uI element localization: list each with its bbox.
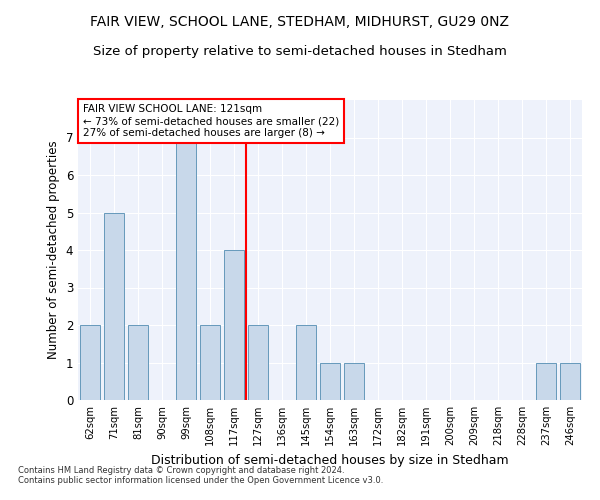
Bar bbox=[536, 362, 556, 400]
Bar bbox=[344, 362, 364, 400]
Y-axis label: Number of semi-detached properties: Number of semi-detached properties bbox=[47, 140, 60, 360]
Bar bbox=[80, 325, 100, 400]
X-axis label: Distribution of semi-detached houses by size in Stedham: Distribution of semi-detached houses by … bbox=[151, 454, 509, 466]
Bar bbox=[128, 325, 148, 400]
Bar bbox=[560, 362, 580, 400]
Text: FAIR VIEW SCHOOL LANE: 121sqm
← 73% of semi-detached houses are smaller (22)
27%: FAIR VIEW SCHOOL LANE: 121sqm ← 73% of s… bbox=[83, 104, 339, 138]
Text: Size of property relative to semi-detached houses in Stedham: Size of property relative to semi-detach… bbox=[93, 45, 507, 58]
Bar bbox=[320, 362, 340, 400]
Bar bbox=[248, 325, 268, 400]
Bar bbox=[176, 138, 196, 400]
Bar bbox=[200, 325, 220, 400]
Bar bbox=[296, 325, 316, 400]
Bar bbox=[224, 250, 244, 400]
Text: FAIR VIEW, SCHOOL LANE, STEDHAM, MIDHURST, GU29 0NZ: FAIR VIEW, SCHOOL LANE, STEDHAM, MIDHURS… bbox=[91, 15, 509, 29]
Text: Contains HM Land Registry data © Crown copyright and database right 2024.
Contai: Contains HM Land Registry data © Crown c… bbox=[18, 466, 383, 485]
Bar bbox=[104, 212, 124, 400]
